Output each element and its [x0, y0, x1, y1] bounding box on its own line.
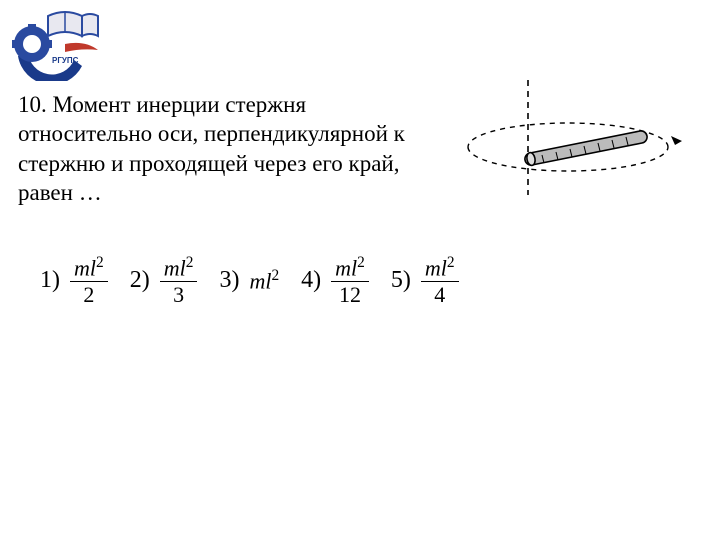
- option-2: 2) ml2 3: [130, 255, 198, 306]
- question-number: 10.: [18, 92, 47, 117]
- rod-rotation-diagram: [450, 75, 690, 205]
- university-logo: РГУПС: [10, 6, 100, 81]
- rotation-arrow-icon: [671, 136, 682, 145]
- option-5: 5) ml2 4: [391, 255, 459, 306]
- question-text: 10. Момент инерции стержня относительно …: [18, 90, 408, 208]
- option-formula: ml2 4: [421, 255, 459, 306]
- option-label: 5): [391, 267, 411, 294]
- option-label: 3): [219, 267, 239, 294]
- option-label: 1): [40, 267, 60, 294]
- question-body: Момент инерции стержня относительно оси,…: [18, 92, 405, 205]
- option-label: 2): [130, 267, 150, 294]
- option-1: 1) ml2 2: [40, 255, 108, 306]
- option-formula: ml2: [249, 267, 279, 294]
- option-label: 4): [301, 267, 321, 294]
- option-3: 3) ml2: [219, 267, 279, 294]
- option-formula: ml2 12: [331, 255, 369, 306]
- option-formula: ml2 3: [160, 255, 198, 306]
- answer-options: 1) ml2 2 2) ml2 3 3) ml2 4) ml2 12 5) ml…: [40, 255, 700, 306]
- option-formula: ml2 2: [70, 255, 108, 306]
- option-4: 4) ml2 12: [301, 255, 369, 306]
- logo-text: РГУПС: [52, 56, 79, 65]
- rod: [525, 131, 647, 166]
